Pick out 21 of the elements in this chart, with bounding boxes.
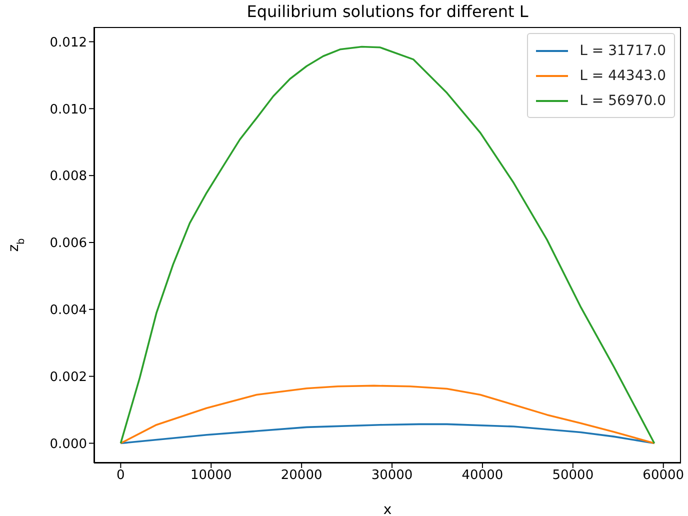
- x-axis-title: x: [383, 502, 392, 516]
- line-series: [120, 423, 656, 444]
- y-tick-label: 0.004: [50, 303, 87, 318]
- y-tick-label: 0.006: [50, 236, 87, 252]
- y-tick-label: 0.002: [50, 370, 87, 385]
- legend-label: L = 56970.0: [580, 92, 666, 108]
- x-tick-label: 10000: [190, 468, 232, 484]
- line-series: [120, 384, 656, 444]
- y-tick-label: 0.008: [50, 169, 87, 184]
- x-tick-label: 40000: [462, 468, 504, 484]
- y-tick-label: 0.010: [50, 102, 87, 118]
- x-tick-label: 30000: [371, 468, 413, 484]
- legend-label: L = 31717.0: [580, 42, 666, 58]
- x-tick-label: 60000: [642, 468, 684, 484]
- chart-title: Equilibrium solutions for different L: [246, 2, 530, 21]
- y-tick-label: 0.012: [50, 35, 87, 50]
- x-tick-label: 20000: [280, 468, 322, 484]
- x-tick-label: 0: [116, 468, 125, 484]
- legend-label: L = 44343.0: [580, 68, 666, 84]
- y-tick-label: 0.000: [50, 436, 87, 452]
- x-tick-label: 50000: [552, 468, 594, 484]
